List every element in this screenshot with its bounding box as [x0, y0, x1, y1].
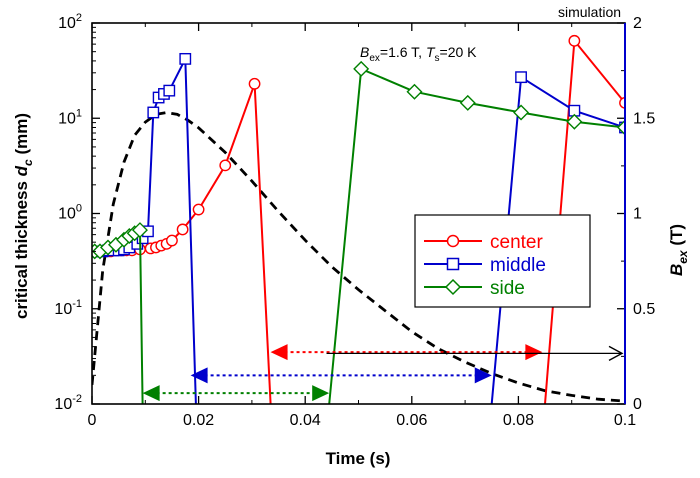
legend-box — [414, 214, 591, 308]
data-point-side — [513, 104, 530, 121]
period-arrow-head-left-2 — [190, 367, 208, 384]
data-point-middle — [515, 71, 527, 84]
y-tick-label: 102 — [58, 12, 82, 32]
simulation-label: simulation — [558, 4, 621, 20]
svg-text:center: center — [490, 232, 543, 253]
data-point-side — [131, 222, 148, 239]
data-point-side — [406, 83, 423, 100]
period-arrow-head-right-1 — [525, 344, 543, 361]
y2-tick-label: 2 — [633, 15, 642, 32]
data-point-center — [568, 34, 581, 47]
y-tick-label: 10-2 — [54, 393, 82, 413]
y-axis-label: critical thickness dc (mm) — [12, 113, 35, 319]
y2-tick-label: 0.5 — [633, 301, 655, 318]
x-axis-label: Time (s) — [326, 449, 391, 468]
legend-entry-center: center — [424, 232, 543, 253]
x-tick-label: 0.06 — [396, 412, 427, 429]
conditions-annotation: Bex=1.6 T, Ts=20 K — [360, 44, 477, 64]
data-point-side — [353, 60, 370, 77]
period-arrow-head-right-3 — [312, 385, 330, 402]
data-point-side — [459, 94, 476, 111]
x-tick-label: 0.08 — [503, 412, 534, 429]
y2-tick-label: 0 — [633, 396, 642, 413]
y-tick-label: 100 — [58, 203, 82, 223]
period-arrow-head-right-2 — [474, 367, 492, 384]
y-tick-label: 101 — [58, 107, 82, 127]
y2-tick-label: 1 — [633, 206, 642, 223]
x-tick-label: 0 — [88, 412, 97, 429]
tick-labels: 0 0.02 0.04 0.06 0.08 0.1 10-2 10-1 100 101 102 0 0.… — [54, 12, 655, 429]
tick-marks — [91, 22, 626, 405]
x-tick-label: 0.1 — [614, 412, 636, 429]
legend: center middle side — [414, 214, 591, 308]
x-tick-label: 0.04 — [290, 412, 321, 429]
y2-tick-label: 1.5 — [633, 110, 655, 127]
legend-entry-side: side — [424, 278, 525, 299]
data-point-middle — [179, 52, 192, 65]
data-point-center — [176, 223, 189, 236]
data-point-middle — [163, 84, 176, 97]
plot-frame — [91, 22, 626, 405]
data-point-middle — [147, 106, 160, 119]
period-arrow-head-left-1 — [270, 344, 288, 361]
bex-curve — [92, 111, 625, 403]
y2-axis-label: Bex (T) — [667, 224, 690, 276]
data-point-center — [248, 77, 261, 90]
right-axis-arrow-head — [608, 345, 624, 361]
data-point-center — [219, 159, 232, 172]
svg-text:side: side — [490, 278, 525, 299]
x-tick-label: 0.02 — [183, 412, 214, 429]
data-point-center — [192, 203, 205, 216]
period-arrow-head-left-3 — [142, 385, 160, 402]
data-point-center — [166, 234, 178, 247]
data-point-side — [566, 113, 583, 130]
arrows-layer — [142, 344, 624, 402]
y-tick-label: 10-1 — [54, 298, 82, 318]
plot-series-layer — [92, 34, 625, 404]
svg-text:middle: middle — [490, 255, 546, 276]
legend-entry-middle: middle — [424, 255, 546, 276]
data-point-side — [617, 119, 625, 136]
